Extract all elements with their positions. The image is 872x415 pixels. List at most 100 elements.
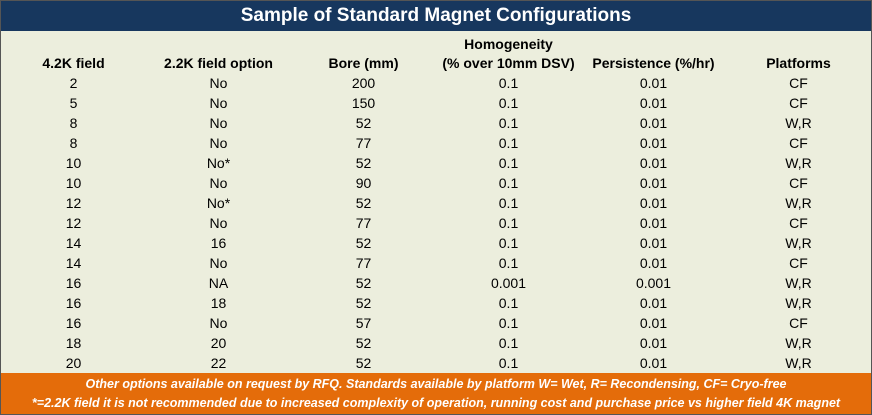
table-cell: 150 <box>351 95 376 111</box>
column-header: 2.2K field option <box>164 55 273 71</box>
table-cell: 0.01 <box>639 215 668 231</box>
table-cell: 14 <box>65 235 82 251</box>
table-cell: 10 <box>65 155 82 171</box>
table-cell: No* <box>206 155 231 171</box>
table-cell: 22 <box>210 355 227 371</box>
table-cell: CF <box>789 315 808 331</box>
table-cell: No <box>209 115 228 131</box>
table-cell: CF <box>789 75 808 91</box>
table-cell: 8 <box>69 135 78 151</box>
table-cell: 0.1 <box>498 335 519 351</box>
table-cell: 0.1 <box>498 115 519 131</box>
table-cell: 2 <box>69 75 78 91</box>
table-cell: 52 <box>355 115 372 131</box>
table-cell: 16 <box>65 315 82 331</box>
table-cell: 0.01 <box>639 355 668 371</box>
column-header: Platforms <box>766 55 831 71</box>
table-cell: 0.1 <box>498 155 519 171</box>
table-cell: CF <box>789 215 808 231</box>
table-cell: 0.01 <box>639 135 668 151</box>
title: Sample of Standard Magnet Configurations <box>1 1 871 31</box>
table-cell: 8 <box>69 115 78 131</box>
table-cell: 16 <box>65 295 82 311</box>
table-cell: 77 <box>355 215 372 231</box>
table-cell: No <box>209 75 228 91</box>
table-cell: W,R <box>785 115 812 131</box>
table-cell: No* <box>206 195 231 211</box>
table-cell: 12 <box>65 195 82 211</box>
table-cell: 90 <box>355 175 372 191</box>
table-cell: 0.1 <box>498 295 519 311</box>
column-header: Bore (mm) <box>328 55 399 71</box>
table-cell: 0.1 <box>498 315 519 331</box>
table-cell: 0.1 <box>498 235 519 251</box>
table-cell: 200 <box>351 75 376 91</box>
table-cell: 0.01 <box>639 315 668 331</box>
footer-note: *=2.2K field it is not recommended due t… <box>31 396 841 410</box>
table-cell: 18 <box>210 295 227 311</box>
table-cell: 0.01 <box>639 335 668 351</box>
table-cell: 0.01 <box>639 75 668 91</box>
table-cell: 0.01 <box>639 175 668 191</box>
column-header: (% over 10mm DSV) <box>442 55 575 71</box>
table-cell: 18 <box>65 335 82 351</box>
column-header: Homogeneity <box>464 36 553 52</box>
column-header: 4.2K field <box>42 55 105 71</box>
table-cell: 0.001 <box>490 275 527 291</box>
table-cell: 0.1 <box>498 215 519 231</box>
table-cell: 77 <box>355 135 372 151</box>
table-cell: 52 <box>355 295 372 311</box>
table-cell: 16 <box>210 235 227 251</box>
table-cell: 0.1 <box>498 75 519 91</box>
table-cell: W,R <box>785 195 812 211</box>
table-cell: 52 <box>355 275 372 291</box>
table-cell: 0.01 <box>639 195 668 211</box>
table-cell: No <box>209 175 228 191</box>
table-cell: No <box>209 315 228 331</box>
footer: Other options available on request by RF… <box>1 373 871 414</box>
table-cell: NA <box>208 275 229 291</box>
table-cell: 16 <box>65 275 82 291</box>
table-cell: CF <box>789 135 808 151</box>
table-cell: 0.001 <box>635 275 672 291</box>
table-cell: 12 <box>65 215 82 231</box>
table-cell: 0.1 <box>498 175 519 191</box>
table-cell: 0.01 <box>639 95 668 111</box>
table-cell: 0.01 <box>639 235 668 251</box>
table-cell: 0.01 <box>639 115 668 131</box>
table-cell: W,R <box>785 235 812 251</box>
table-cell: No <box>209 215 228 231</box>
table-cell: 0.01 <box>639 255 668 271</box>
table-cell: CF <box>789 95 808 111</box>
table-cell: 20 <box>210 335 227 351</box>
table-cell: 57 <box>355 315 372 331</box>
table-cell: No <box>209 135 228 151</box>
table-cell: W,R <box>785 355 812 371</box>
table-cell: 14 <box>65 255 82 271</box>
table-cell: 0.01 <box>639 155 668 171</box>
table-cell: W,R <box>785 155 812 171</box>
table-cell: 0.1 <box>498 95 519 111</box>
table-cell: 52 <box>355 155 372 171</box>
table-cell: 0.1 <box>498 195 519 211</box>
table-cell: No <box>209 95 228 111</box>
table-cell: 5 <box>69 95 78 111</box>
table-cell: 52 <box>355 335 372 351</box>
table-cell: W,R <box>785 295 812 311</box>
column-header: Persistence (%/hr) <box>592 55 715 71</box>
table-cell: 0.1 <box>498 355 519 371</box>
table-cell: 52 <box>355 195 372 211</box>
table-cell: CF <box>789 175 808 191</box>
footer-note: Other options available on request by RF… <box>85 377 787 391</box>
table-cell: 20 <box>65 355 82 371</box>
table-cell: 0.01 <box>639 295 668 311</box>
table-cell: W,R <box>785 275 812 291</box>
table-cell: 0.1 <box>498 255 519 271</box>
table-cell: W,R <box>785 335 812 351</box>
table-cell: 10 <box>65 175 82 191</box>
table-cell: 52 <box>355 235 372 251</box>
table-cell: No <box>209 255 228 271</box>
table-cell: CF <box>789 255 808 271</box>
table-cell: 52 <box>355 355 372 371</box>
